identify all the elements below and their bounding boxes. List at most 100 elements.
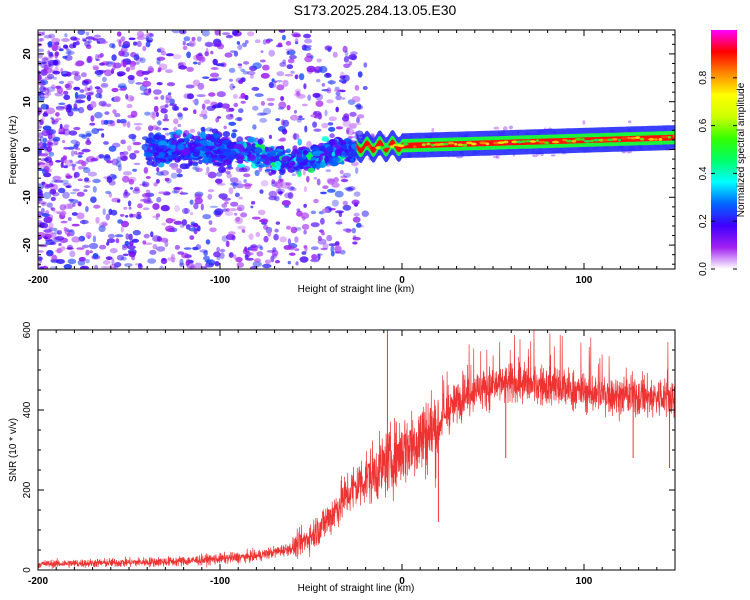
colorbar: 0.0 0.2 0.4 0.6 0.8 Normalized spectral ampl… bbox=[698, 30, 747, 276]
spectrogram-noise-blob bbox=[334, 190, 344, 198]
spectrogram-noise-blob bbox=[46, 91, 52, 96]
spectrogram-noise-blob bbox=[304, 125, 308, 133]
spectrogram-noise-blob bbox=[301, 223, 310, 230]
spectrogram-noise-blob bbox=[280, 181, 290, 189]
spectrogram-noise-blob bbox=[550, 154, 556, 157]
spectrogram-noise-blob bbox=[208, 92, 216, 97]
spectrogram-band-blob bbox=[269, 156, 275, 163]
spectrogram-band-blob bbox=[202, 157, 210, 164]
spectrogram-noise-blob bbox=[495, 154, 500, 160]
spectrogram-noise-blob bbox=[205, 263, 209, 266]
spectrogram-noise-blob bbox=[335, 91, 341, 96]
spectrogram-noise-blob bbox=[236, 204, 245, 211]
spectrogram-noise-blob bbox=[84, 40, 91, 47]
spectrogram-noise-blob bbox=[143, 200, 153, 204]
spectrogram-noise-blob bbox=[302, 46, 312, 51]
spectrogram-band-blob bbox=[194, 137, 200, 145]
spectrogram-noise-blob bbox=[55, 106, 65, 110]
spectrogram-noise-blob bbox=[290, 226, 298, 234]
spectrogram-noise-blob bbox=[173, 187, 183, 190]
spectrogram-noise-blob bbox=[297, 117, 305, 121]
spectrogram-line-bead bbox=[367, 145, 371, 148]
spectrogram-noise-blob bbox=[582, 120, 586, 125]
spectrogram-noise-blob bbox=[221, 203, 228, 208]
spectrogram-noise-blob bbox=[76, 212, 85, 220]
spectrogram-noise-blob bbox=[123, 194, 129, 199]
spectrogram-noise-blob bbox=[237, 63, 243, 66]
spectrogram-noise-blob bbox=[312, 121, 318, 128]
spectrogram-noise-blob bbox=[231, 132, 237, 139]
spectrogram-noise-blob bbox=[65, 185, 71, 188]
spectrogram-noise-blob bbox=[57, 230, 62, 235]
spectrogram-line-bead bbox=[417, 143, 421, 147]
snr-plot-area bbox=[38, 330, 675, 570]
spectrogram-noise-blob bbox=[56, 106, 65, 111]
spectrogram-noise-blob bbox=[127, 74, 135, 81]
spectrogram-noise-blob bbox=[136, 211, 142, 216]
spectrogram-noise-blob bbox=[271, 179, 276, 184]
spectrogram-noise-blob bbox=[315, 100, 324, 107]
spectrogram-noise-blob bbox=[205, 42, 214, 48]
spectrogram-noise-blob bbox=[310, 222, 320, 228]
spectrogram-noise-blob bbox=[118, 50, 125, 57]
spectrogram-line-bead bbox=[454, 142, 458, 146]
spectrogram-band-blob bbox=[191, 162, 199, 166]
spectrogram-noise-blob bbox=[105, 103, 112, 108]
spectrogram-noise-blob bbox=[202, 114, 208, 120]
spectrogram-noise-blob bbox=[165, 53, 174, 57]
spectrogram-noise-blob bbox=[314, 115, 319, 119]
spectrogram-noise-blob bbox=[189, 128, 196, 133]
spectrogram-noise-blob bbox=[271, 249, 279, 257]
spectrogram-noise-blob bbox=[209, 72, 220, 78]
spectrogram-band-blob bbox=[303, 158, 309, 164]
spectrogram-noise-blob bbox=[112, 63, 116, 70]
spectrogram-noise-blob bbox=[64, 159, 74, 167]
spectrogram-noise-blob bbox=[66, 104, 72, 111]
spectrogram-noise-blob bbox=[212, 58, 218, 66]
colorbar-tick-label: 0.2 bbox=[698, 214, 709, 228]
spectrogram-noise-blob bbox=[96, 128, 105, 131]
spectrogram-noise-blob bbox=[92, 178, 101, 184]
spectrogram-noise-blob bbox=[275, 221, 281, 225]
spectrogram-line-bead bbox=[627, 136, 631, 140]
spectrogram-noise-blob bbox=[60, 162, 64, 168]
spectrogram-noise-blob bbox=[68, 130, 78, 136]
spectrogram-noise-blob bbox=[69, 199, 79, 204]
spectrogram-noise-blob bbox=[156, 82, 163, 86]
spectrogram-line-bead bbox=[383, 145, 392, 148]
spectrogram-noise-blob bbox=[135, 214, 142, 220]
spectrogram-noise-blob bbox=[260, 72, 270, 79]
spectrogram-noise-blob bbox=[251, 248, 258, 252]
spectrogram-noise-blob bbox=[63, 227, 67, 232]
spectrogram-line-bead bbox=[574, 138, 583, 141]
snr-panel: -200 -100 0 100 0 200 400 600 Height of straig… bbox=[8, 321, 676, 594]
spectrogram-noise-blob bbox=[96, 40, 100, 44]
spectrogram-noise-blob bbox=[105, 190, 112, 195]
spectrogram-noise-blob bbox=[39, 37, 45, 42]
spectrogram-noise-blob bbox=[102, 260, 111, 265]
spectrogram-noise-blob bbox=[125, 66, 131, 72]
spectrogram-noise-blob bbox=[88, 91, 95, 95]
spectrogram-noise-blob bbox=[95, 216, 100, 224]
spectrogram-noise-blob bbox=[275, 188, 285, 194]
spectrogram-noise-blob bbox=[296, 93, 306, 99]
spectrogram-line-bead bbox=[648, 138, 655, 141]
spectrogram-noise-blob bbox=[69, 250, 76, 258]
spectrogram-noise-blob bbox=[213, 251, 221, 258]
spectrogram-line-bead bbox=[658, 138, 663, 141]
spectrogram-noise-blob bbox=[128, 206, 132, 210]
spectrogram-noise-blob bbox=[352, 236, 361, 241]
spectrogram-noise-blob bbox=[49, 189, 56, 195]
spectrogram-noise-blob bbox=[306, 65, 316, 73]
spectrogram-noise-blob bbox=[294, 248, 300, 251]
spectrogram-noise-blob bbox=[262, 39, 267, 45]
spectrogram-noise-blob bbox=[279, 62, 287, 67]
spectrogram-noise-blob bbox=[202, 214, 212, 220]
spectrogram-noise-blob bbox=[51, 207, 56, 211]
spectrogram-noise-blob bbox=[282, 79, 289, 87]
spectrogram-noise-blob bbox=[77, 166, 84, 170]
spectrogram-noise-blob bbox=[140, 92, 149, 96]
spectrogram-noise-blob bbox=[48, 141, 54, 147]
spectrogram-noise-blob bbox=[493, 156, 499, 159]
spectrogram-noise-blob bbox=[42, 137, 48, 143]
